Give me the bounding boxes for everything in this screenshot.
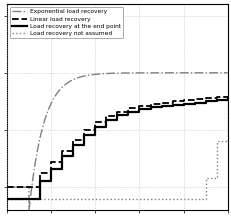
Legend: Exponential load recovery, Linear load recovery, Load recovery at the end point,: Exponential load recovery, Linear load r… [10, 7, 122, 38]
